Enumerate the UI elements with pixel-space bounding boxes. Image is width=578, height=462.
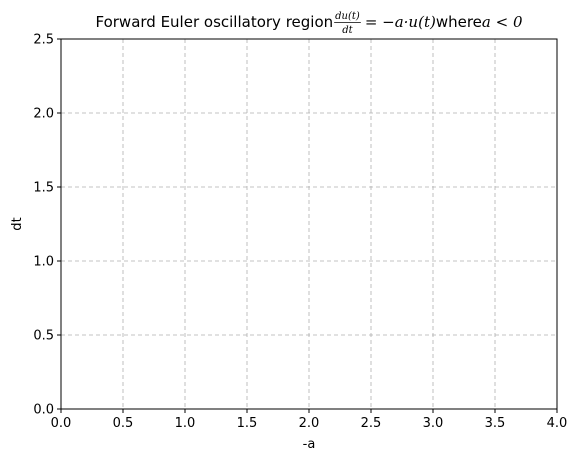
y-tick-label: 1.5: [33, 181, 54, 196]
x-tick-label: 1.5: [237, 416, 258, 431]
x-tick-label: 0.0: [51, 416, 72, 431]
x-tick-label: 3.0: [423, 416, 444, 431]
title-condition: a < 0: [482, 13, 523, 31]
y-axis-label: dt: [10, 217, 25, 230]
title-prefix: Forward Euler oscillatory region: [95, 13, 333, 31]
title-equation: = −a·u(t): [365, 13, 436, 31]
y-tick-label: 0.5: [33, 329, 54, 344]
x-axis-label: -a: [303, 437, 316, 452]
title-fraction-numerator: du(t): [335, 11, 360, 22]
y-tick-label: 0.0: [33, 403, 54, 418]
x-tick-label: 4.0: [547, 416, 568, 431]
chart-title: Forward Euler oscillatory region du(t) d…: [95, 11, 522, 36]
title-where: where: [436, 13, 482, 31]
y-tick-label: 2.0: [33, 107, 54, 122]
title-fraction-denominator: dt: [342, 25, 353, 36]
x-tick-label: 1.0: [175, 416, 196, 431]
grid: [61, 39, 557, 409]
x-axis-ticks: 0.0 0.5 1.0 1.5 2.0 2.5 3.0 3.5 4.0: [51, 409, 568, 431]
x-tick-label: 2.5: [361, 416, 382, 431]
y-axis-ticks: 0.0 0.5 1.0 1.5 2.0 2.5: [33, 33, 61, 418]
x-tick-label: 2.0: [299, 416, 320, 431]
x-tick-label: 3.5: [485, 416, 506, 431]
y-tick-label: 2.5: [33, 33, 54, 48]
x-tick-label: 0.5: [113, 416, 134, 431]
y-tick-label: 1.0: [33, 255, 54, 270]
